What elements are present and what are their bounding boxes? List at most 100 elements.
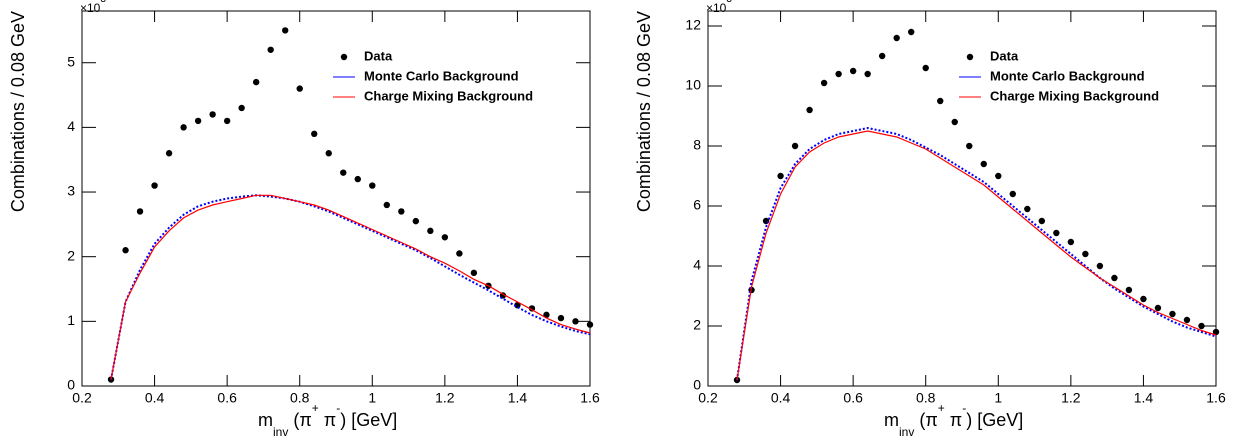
x-tick-label: 1.4	[508, 390, 528, 406]
x-tick-label: 0.6	[217, 390, 237, 406]
data-point	[1198, 322, 1205, 330]
text-part: +	[312, 401, 319, 415]
data-point	[586, 321, 594, 328]
y-tick-label: 2	[67, 247, 75, 263]
data-point	[1212, 328, 1220, 336]
x-tick-label: 0.6	[843, 390, 863, 406]
series-line	[110, 194, 591, 380]
data-point	[325, 150, 332, 157]
text-part: ×10	[706, 1, 727, 15]
x-tick-label: 1	[368, 390, 376, 406]
data-point	[383, 201, 390, 209]
legend-label: Monte Carlo Background	[990, 68, 1145, 83]
data-point	[165, 150, 173, 157]
data-point	[1067, 238, 1075, 246]
plot-frame	[707, 10, 1217, 387]
data-point	[966, 142, 973, 150]
data-point	[791, 142, 799, 150]
x-tick-label: 1.6	[1206, 390, 1226, 406]
chart-panel: 0 2 4 6 8 10 12 0.2 0.4 0.6 0.8 1 1.2 1.4 1.6 ×103 Combi…	[634, 0, 1226, 439]
data-point	[1038, 217, 1046, 225]
data-point	[136, 208, 144, 215]
data-point	[282, 27, 289, 34]
y-axis-title: Combinations / 0.08 GeV	[8, 11, 28, 212]
data-point	[820, 79, 828, 87]
y-tick-label: 4	[693, 257, 701, 273]
data-point	[340, 169, 347, 176]
y-tick-label: 4	[67, 118, 75, 134]
y-tick-label: 12	[685, 17, 701, 33]
y-tick-label: 10	[685, 77, 701, 93]
data-point	[1140, 295, 1147, 303]
data-point	[470, 269, 478, 277]
data-point	[1111, 274, 1118, 282]
legend-marker	[966, 53, 974, 61]
y-axis-title: Combinations / 0.08 GeV	[634, 11, 654, 212]
text-part: (π	[288, 410, 311, 430]
text-part: +	[938, 401, 945, 415]
legend-label: Charge Mixing Background	[364, 88, 533, 103]
data-point	[441, 234, 449, 241]
y-multiplier: ×103	[80, 0, 106, 15]
data-point	[835, 70, 842, 78]
data-point	[937, 97, 944, 105]
data-point	[864, 70, 871, 78]
text-part: inv	[899, 425, 914, 439]
data-point	[412, 217, 420, 225]
data-point	[238, 104, 245, 112]
data-point	[209, 111, 216, 118]
x-tick-label: 0.2	[698, 390, 718, 406]
legend-label: Monte Carlo Background	[364, 68, 519, 83]
legend-label: Data	[990, 48, 1019, 63]
data-point	[1024, 205, 1031, 213]
y-tick-label: 5	[67, 53, 75, 69]
legend-marker	[340, 53, 348, 61]
text-part: ) [GeV]	[340, 410, 397, 430]
data-point	[951, 118, 958, 126]
data-point	[151, 182, 158, 189]
data-point	[107, 376, 115, 383]
data-point	[922, 64, 929, 72]
text-part: 3	[726, 0, 732, 5]
data-point	[557, 314, 565, 322]
legend-label: Charge Mixing Background	[990, 88, 1159, 103]
text-part: -	[336, 401, 340, 415]
text-part: -	[962, 401, 966, 415]
data-point	[267, 46, 274, 53]
data-point	[1183, 316, 1191, 324]
data-point	[1053, 229, 1060, 237]
x-tick-label: 0.2	[72, 390, 92, 406]
data-point	[311, 130, 318, 138]
y-tick-label: 8	[693, 137, 701, 153]
data-point	[1009, 190, 1016, 198]
x-tick-label: 0.8	[290, 390, 310, 406]
y-tick-label: 6	[693, 197, 701, 213]
text-part: m	[258, 410, 273, 430]
text-part: π	[319, 410, 336, 430]
text-part: π	[945, 410, 962, 430]
data-point	[514, 301, 521, 309]
data-point	[122, 247, 129, 254]
series-line	[736, 126, 1217, 381]
x-axis-title: minv (π+ π-) [GeV]	[884, 401, 1023, 439]
data-point	[1125, 286, 1133, 294]
data-point	[849, 67, 857, 75]
y-tick-label: 1	[67, 312, 75, 328]
text-part: ) [GeV]	[966, 410, 1023, 430]
series-line	[736, 130, 1217, 381]
data-point	[194, 117, 202, 125]
x-axis-title: minv (π+ π-) [GeV]	[258, 401, 397, 439]
x-tick-label: 0.8	[916, 390, 936, 406]
text-part: m	[884, 410, 899, 430]
data-point	[354, 175, 361, 183]
data-point	[572, 318, 579, 325]
series-line	[110, 194, 591, 380]
data-point	[777, 172, 784, 180]
data-point	[1169, 310, 1176, 318]
text-part: 3	[100, 0, 106, 5]
x-tick-label: 1.2	[1061, 390, 1081, 406]
data-point	[456, 250, 463, 257]
data-point	[369, 182, 376, 189]
data-point	[252, 78, 260, 86]
